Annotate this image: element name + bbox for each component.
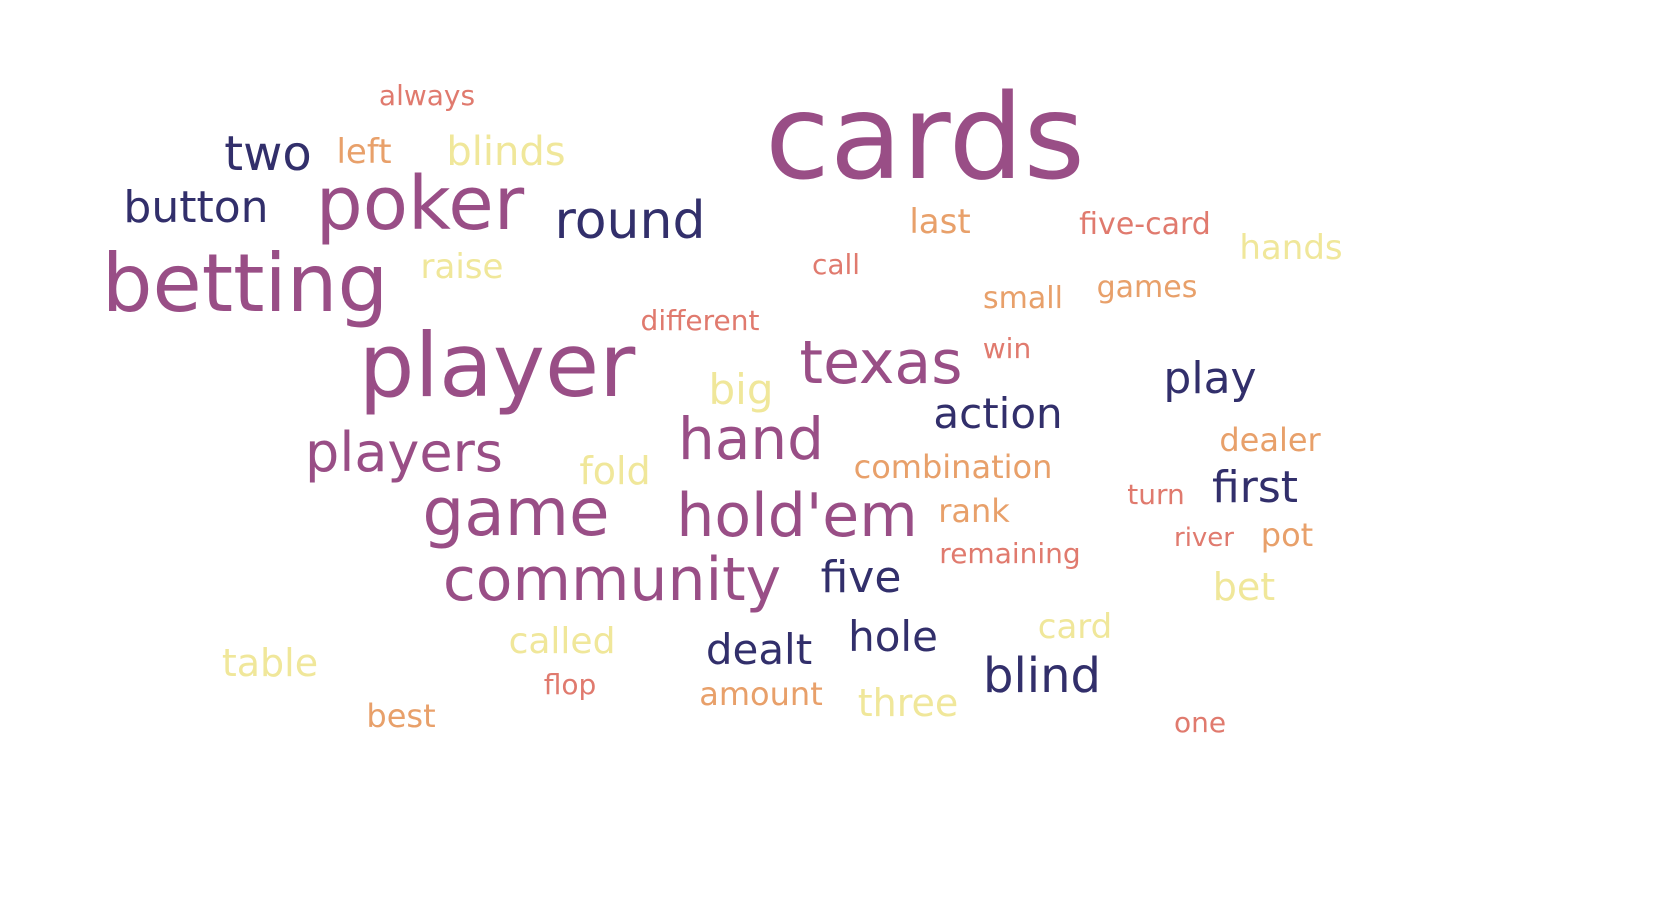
word-hand: hand xyxy=(678,405,824,473)
word-different: different xyxy=(640,304,760,337)
word-left: left xyxy=(336,132,392,172)
word-button: button xyxy=(123,182,269,233)
word-raise: raise xyxy=(420,247,504,287)
word-always: always xyxy=(378,79,476,112)
word-combination: combination xyxy=(853,448,1053,486)
word-best: best xyxy=(366,697,436,735)
word-fold: fold xyxy=(579,449,651,493)
word-hole: hole xyxy=(848,612,938,661)
word-bet: bet xyxy=(1212,565,1276,609)
word-hold-em: hold'em xyxy=(676,481,918,551)
word-cards: cards xyxy=(764,68,1086,206)
word-betting: betting xyxy=(101,237,389,330)
word-blinds: blinds xyxy=(446,129,566,175)
word-poker: poker xyxy=(315,161,525,247)
word-community: community xyxy=(442,545,782,615)
word-player: player xyxy=(358,314,636,417)
word-amount: amount xyxy=(699,675,823,713)
word-card: card xyxy=(1037,607,1113,647)
word-flop: flop xyxy=(543,668,597,701)
word-game: game xyxy=(422,474,610,551)
word-rank: rank xyxy=(938,492,1010,530)
word-dealt: dealt xyxy=(705,625,813,674)
word-win: win xyxy=(982,332,1032,365)
word-dealer: dealer xyxy=(1219,421,1321,459)
word-river: river xyxy=(1174,523,1234,553)
word-five: five xyxy=(820,552,902,603)
word-table: table xyxy=(221,641,319,685)
word-two: two xyxy=(224,126,312,182)
word-three: three xyxy=(857,681,959,725)
word-last: last xyxy=(909,202,971,242)
word-big: big xyxy=(708,365,774,414)
word-players: players xyxy=(305,421,503,484)
word-called: called xyxy=(508,621,616,662)
word-turn: turn xyxy=(1127,478,1185,511)
word-one: one xyxy=(1173,706,1227,739)
word-five-card: five-card xyxy=(1079,207,1211,242)
word-call: call xyxy=(811,248,861,281)
word-first: first xyxy=(1212,462,1298,513)
word-small: small xyxy=(983,281,1063,316)
word-texas: texas xyxy=(799,328,963,398)
word-action: action xyxy=(933,389,1063,438)
word-remaining: remaining xyxy=(939,537,1081,570)
word-blind: blind xyxy=(982,648,1102,704)
word-play: play xyxy=(1163,353,1257,404)
word-games: games xyxy=(1096,270,1198,305)
word-round: round xyxy=(554,191,706,251)
word-hands: hands xyxy=(1239,228,1343,268)
word-pot: pot xyxy=(1260,516,1314,554)
